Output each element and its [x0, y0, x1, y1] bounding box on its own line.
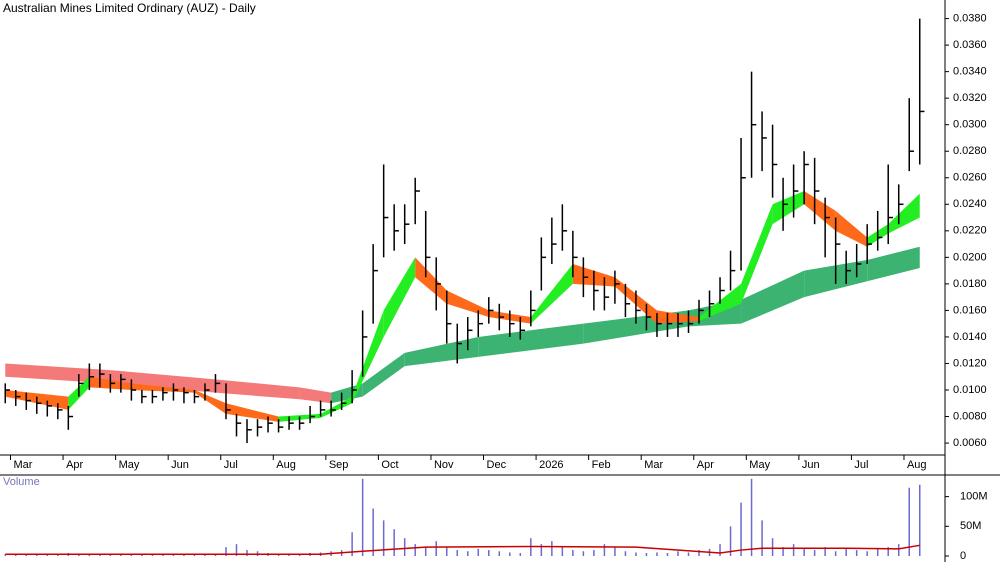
x-tick-label: Aug	[907, 459, 927, 471]
y-tick-label: 0.0220	[953, 225, 987, 237]
ribbon-segment	[110, 370, 216, 393]
ribbon-segment	[5, 363, 111, 384]
volume-average	[5, 544, 920, 555]
ribbon-segment	[225, 403, 279, 422]
y-tick-label: 0.0320	[953, 92, 987, 104]
y-tick-label: 0.0200	[953, 251, 987, 263]
y-tick-label: 0.0340	[953, 66, 987, 78]
chart-title: Australian Mines Limited Ordinary (AUZ) …	[3, 1, 256, 15]
ribbon-segment	[215, 379, 300, 400]
x-tick-label: Jun	[802, 459, 820, 471]
y-tick-label: 0.0160	[953, 304, 987, 316]
y-tick-label: 0.0140	[953, 331, 987, 343]
x-tick-label: Sep	[329, 459, 349, 471]
x-tick-label: May	[119, 459, 140, 471]
x-tick-label: Jun	[171, 459, 189, 471]
y-tick-label: 0.0180	[953, 278, 987, 290]
x-tick-label: Jul	[224, 459, 238, 471]
x-tick-label: Apr	[66, 459, 83, 471]
x-tick-label: Apr	[697, 459, 714, 471]
ribbon-segment	[888, 193, 920, 234]
ribbon-segment	[835, 210, 868, 247]
x-tick-label: Nov	[434, 459, 454, 471]
ribbon-segment	[867, 246, 920, 282]
y-tick-label: 0.0260	[953, 172, 987, 184]
ribbon-segment	[772, 191, 805, 225]
y-tick-label: 0.0120	[953, 357, 987, 369]
x-tick-label: Jul	[854, 459, 868, 471]
y-tick-label: 0.0280	[953, 145, 987, 157]
x-tick-label: Feb	[592, 459, 611, 471]
x-tick-label: Mar	[14, 459, 33, 471]
ribbon-segment	[362, 352, 405, 397]
volume-tick-label: 100M	[960, 491, 988, 503]
ribbon-segment	[331, 383, 363, 404]
x-tick-label: May	[749, 459, 770, 471]
ribbon-segment	[352, 310, 384, 404]
x-tick-label: Aug	[276, 459, 296, 471]
ribbon-segment	[383, 257, 416, 337]
volume-tick-label: 0	[960, 550, 966, 562]
ribbon-segment	[299, 387, 332, 404]
y-tick-label: 0.0300	[953, 119, 987, 131]
ribbon-segment	[530, 263, 573, 324]
ribbon-segment	[446, 290, 489, 318]
x-tick-label: Mar	[644, 459, 663, 471]
y-tick-label: 0.0360	[953, 39, 987, 51]
ribbon-segment	[478, 323, 584, 357]
x-tick-label: Oct	[381, 459, 398, 471]
x-tick-label: 2026	[539, 459, 563, 471]
y-tick-label: 0.0080	[953, 410, 987, 422]
ribbon-segment	[741, 270, 805, 324]
y-tick-label: 0.0380	[953, 12, 987, 24]
x-tick-label: Dec	[487, 459, 507, 471]
ribbon-segment	[741, 204, 773, 304]
ribbon-segment	[194, 390, 226, 414]
y-tick-label: 0.0240	[953, 198, 987, 210]
ribbon-segment	[415, 257, 447, 304]
y-tick-label: 0.0100	[953, 384, 987, 396]
volume-label: Volume	[3, 476, 40, 488]
y-tick-label: 0.0060	[953, 437, 987, 449]
ribbon-segment	[320, 396, 353, 418]
volume-tick-label: 50M	[960, 520, 981, 532]
ribbon-segment	[804, 191, 836, 231]
